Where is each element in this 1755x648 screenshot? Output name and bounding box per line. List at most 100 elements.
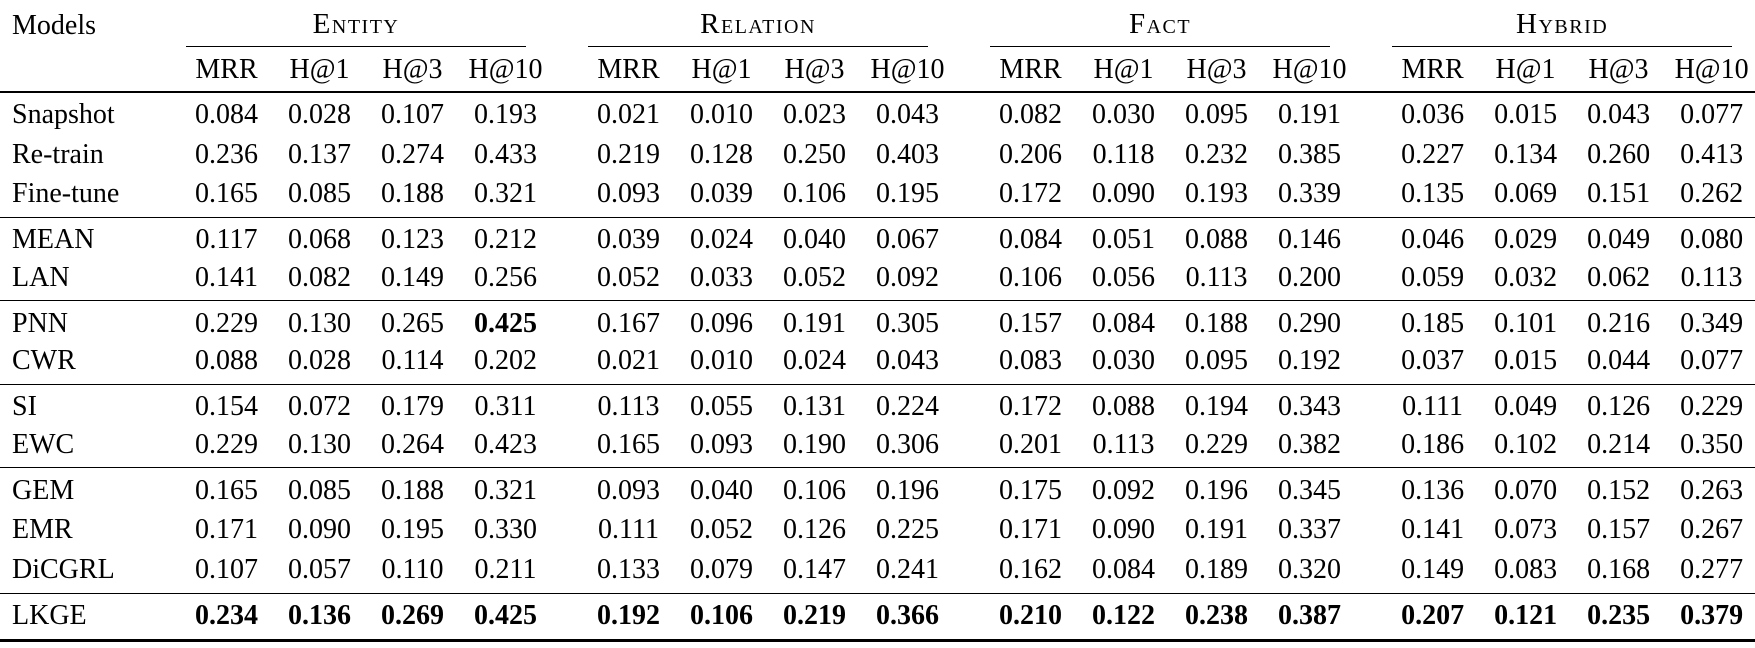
metric-value: 0.030 <box>1092 99 1156 131</box>
metric-value: 0.039 <box>597 224 661 256</box>
model-name: DiCGRL <box>12 553 115 585</box>
metric-value: 0.152 <box>1587 474 1651 506</box>
metric-value: 0.232 <box>1185 138 1249 170</box>
metric-value: 0.080 <box>1680 224 1744 256</box>
metric-value: 0.084 <box>1092 307 1156 339</box>
metric-value: 0.234 <box>195 600 258 632</box>
metric-value: 0.387 <box>1278 600 1342 632</box>
metric-value: 0.095 <box>1185 99 1249 131</box>
metric-value: 0.149 <box>381 261 444 293</box>
metric-value: 0.194 <box>1185 391 1249 423</box>
metric-value: 0.229 <box>195 307 258 339</box>
metric-value: 0.200 <box>1278 261 1342 293</box>
metric-value: 0.085 <box>288 474 351 506</box>
metric-value: 0.024 <box>690 224 754 256</box>
model-name: GEM <box>12 474 75 506</box>
metric-value: 0.118 <box>1092 138 1155 170</box>
metric-value: 0.330 <box>474 514 537 546</box>
metric-value: 0.320 <box>1278 553 1342 585</box>
metric-value: 0.172 <box>999 178 1063 210</box>
metric-value: 0.039 <box>690 178 754 210</box>
metric-value: 0.024 <box>783 345 847 377</box>
metric-value: 0.085 <box>288 178 351 210</box>
metric-value: 0.015 <box>1494 345 1558 377</box>
column-group-fact: Fact <box>954 6 1356 52</box>
metric-value: 0.165 <box>597 428 661 460</box>
table-row-group: LKGE 0.234 0.136 0.269 0.425 0.192 0.106 0.219 0… <box>0 593 1755 640</box>
metric-value: 0.113 <box>1092 428 1155 460</box>
metric-value: 0.216 <box>1587 307 1651 339</box>
metric-value: 0.083 <box>999 345 1063 377</box>
metric-value: 0.010 <box>690 345 754 377</box>
metric-value: 0.196 <box>876 474 940 506</box>
metric-value: 0.263 <box>1680 474 1744 506</box>
metric-value: 0.345 <box>1278 474 1342 506</box>
metric-value: 0.113 <box>597 391 660 423</box>
metric-value: 0.149 <box>1401 553 1465 585</box>
metric-value: 0.229 <box>1680 391 1744 423</box>
model-name: PNN <box>12 307 69 339</box>
metric-value: 0.350 <box>1680 428 1744 460</box>
metric-value: 0.028 <box>288 345 351 377</box>
metric-value: 0.106 <box>999 261 1063 293</box>
metric-value: 0.113 <box>1185 261 1248 293</box>
metric-value: 0.141 <box>195 261 258 293</box>
metric-value: 0.131 <box>783 391 847 423</box>
metric-value: 0.167 <box>597 307 661 339</box>
metric-value: 0.057 <box>288 553 351 585</box>
table-row-lan: LAN 0.141 0.082 0.149 0.256 0.052 0.033 0.052 0.… <box>0 259 1755 301</box>
column-header-relation-hat10: H@10 <box>870 53 945 85</box>
table-row-dicgrl: DiCGRL 0.107 0.057 0.110 0.211 0.133 0.079 0.14… <box>0 551 1755 593</box>
metric-value: 0.305 <box>876 307 940 339</box>
metric-value: 0.084 <box>999 224 1063 256</box>
metric-value: 0.107 <box>381 99 444 131</box>
table-row-group: GEM 0.165 0.085 0.188 0.321 0.093 0.040 0.106 0.… <box>0 467 1755 593</box>
metric-value: 0.366 <box>876 600 940 632</box>
model-name: LKGE <box>12 600 87 632</box>
metric-value: 0.079 <box>690 553 754 585</box>
metric-value: 0.212 <box>474 224 537 256</box>
metric-value: 0.030 <box>1092 345 1156 377</box>
metric-value: 0.227 <box>1401 138 1465 170</box>
metric-value: 0.052 <box>597 261 661 293</box>
benchmark-results-table: Models Entity Relation Fact Hybrid MRR H@… <box>0 6 1755 642</box>
metric-value: 0.106 <box>690 600 754 632</box>
table-row-group: PNN 0.229 0.130 0.265 0.425 0.167 0.096 0.191 0.… <box>0 300 1755 385</box>
model-name: MEAN <box>12 224 95 256</box>
metric-value: 0.146 <box>1278 224 1342 256</box>
metric-value: 0.269 <box>381 600 444 632</box>
metric-value: 0.219 <box>783 600 847 632</box>
metric-value: 0.224 <box>876 391 940 423</box>
metric-value: 0.088 <box>1185 224 1249 256</box>
column-group-hybrid: Hybrid <box>1356 6 1755 52</box>
metric-value: 0.235 <box>1587 600 1651 632</box>
group-header-row: Models Entity Relation Fact Hybrid <box>0 6 1755 52</box>
metric-value: 0.049 <box>1494 391 1558 423</box>
metric-value: 0.068 <box>288 224 351 256</box>
column-header-hybrid-hat3: H@3 <box>1588 53 1649 85</box>
metric-value: 0.202 <box>474 345 537 377</box>
metric-value: 0.135 <box>1401 178 1465 210</box>
metric-value: 0.056 <box>1092 261 1156 293</box>
metric-value: 0.101 <box>1494 307 1558 339</box>
metric-value: 0.241 <box>876 553 940 585</box>
metric-value: 0.051 <box>1092 224 1156 256</box>
metric-value: 0.154 <box>195 391 258 423</box>
metric-value: 0.133 <box>597 553 661 585</box>
metric-value: 0.225 <box>876 514 940 546</box>
metric-value: 0.147 <box>783 553 847 585</box>
metric-value: 0.238 <box>1185 600 1249 632</box>
metric-value: 0.185 <box>1401 307 1465 339</box>
metric-value: 0.433 <box>474 138 537 170</box>
metric-value: 0.043 <box>1587 99 1651 131</box>
metric-value: 0.193 <box>474 99 537 131</box>
table-row-lkge: LKGE 0.234 0.136 0.269 0.425 0.192 0.106 0.219 0… <box>0 593 1755 640</box>
column-header-relation-hat3: H@3 <box>784 53 845 85</box>
metric-value: 0.321 <box>474 178 537 210</box>
metric-value: 0.023 <box>783 99 847 131</box>
metric-value: 0.082 <box>288 261 351 293</box>
metric-value: 0.250 <box>783 138 847 170</box>
metric-value: 0.136 <box>1401 474 1465 506</box>
metric-value: 0.090 <box>1092 514 1156 546</box>
